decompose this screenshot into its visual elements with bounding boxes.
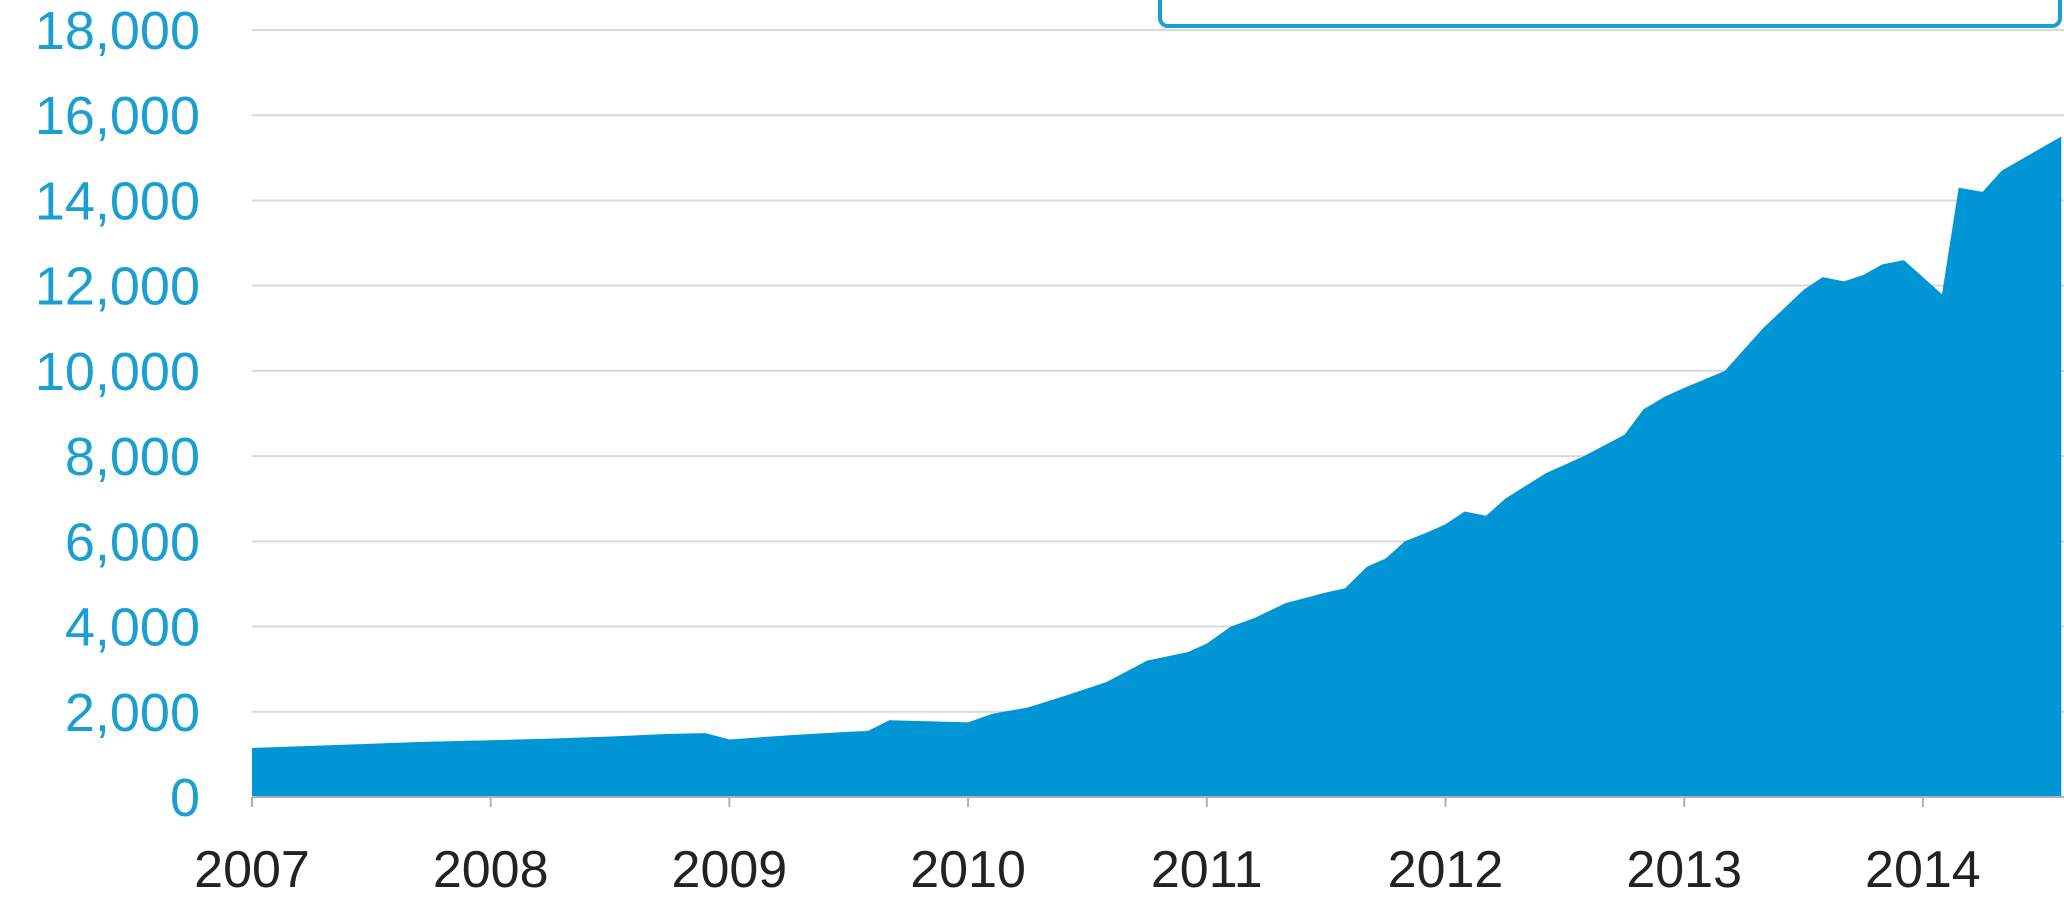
x-tick-label: 2007 (194, 841, 310, 899)
y-tick-label: 2,000 (65, 683, 200, 743)
x-tick-label: 2012 (1388, 841, 1504, 899)
y-tick-label: 8,000 (65, 427, 200, 487)
y-axis-tick-labels: 0 2,000 4,000 6,000 8,000 10,000 12,000 14,000 1… (35, 1, 200, 828)
x-tick-label: 2009 (672, 841, 788, 899)
gridlines (252, 29, 2064, 713)
x-tick-label: 2013 (1626, 841, 1742, 899)
y-tick-label: 18,000 (35, 1, 200, 61)
y-tick-label: 10,000 (35, 342, 200, 402)
x-tick-label: 2008 (433, 841, 549, 899)
y-tick-label: 4,000 (65, 598, 200, 658)
y-tick-label: 16,000 (35, 86, 200, 146)
x-tick-label: 2011 (1151, 841, 1263, 899)
x-axis-tick-labels: 2007 2008 2009 2010 2011 2012 2013 2014 (194, 841, 1981, 899)
x-tick-label: 2010 (910, 841, 1026, 899)
y-tick-label: 6,000 (65, 512, 200, 572)
x-tick-label: 2014 (1865, 841, 1981, 899)
data-area (252, 136, 2062, 797)
y-tick-label: 0 (170, 768, 200, 828)
legend-box (1158, 0, 2062, 28)
y-tick-label: 12,000 (35, 257, 200, 317)
axes (251, 796, 2064, 807)
y-tick-label: 14,000 (35, 171, 200, 231)
